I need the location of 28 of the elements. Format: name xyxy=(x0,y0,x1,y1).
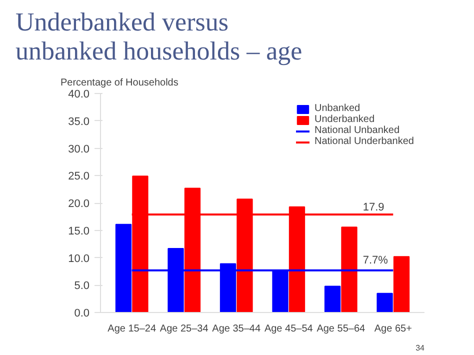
legend-label: National Underbanked xyxy=(314,136,414,147)
bar xyxy=(393,256,410,312)
x-tick-label: Age 15–24 xyxy=(108,324,156,334)
x-tick-label: Age 25–34 xyxy=(160,324,209,334)
annotation: 7.7% xyxy=(362,254,388,266)
legend-label: Underbanked xyxy=(314,114,375,125)
x-tick-label: Age 55–64 xyxy=(316,324,366,334)
y-tick-label: 25.0 xyxy=(68,170,90,183)
y-tick-label: 40.0 xyxy=(68,88,90,100)
y-tick-label: 30.0 xyxy=(68,143,90,156)
legend-label: National Unbanked xyxy=(314,125,400,136)
text: 34 xyxy=(416,344,426,352)
annotation: 17.9 xyxy=(362,201,384,214)
y-axis-title: Percentage of Households xyxy=(60,78,178,88)
bar xyxy=(324,286,341,312)
bar xyxy=(376,292,393,312)
chart-title: Underbanked versus unbanked households – age xyxy=(16,8,302,66)
y-tick-label: 10.0 xyxy=(68,252,90,265)
x-tick-label: Age 45–54 xyxy=(264,324,314,334)
y-tick-label: 20.0 xyxy=(68,198,90,210)
y-tick-label: 0.0 xyxy=(74,308,90,320)
y-tick-label: 35.0 xyxy=(68,116,90,128)
legend-label: Unbanked xyxy=(314,103,360,114)
bar xyxy=(341,226,358,312)
y-tick-label: 15.0 xyxy=(68,225,90,238)
y-tick-label: 5.0 xyxy=(74,280,90,292)
x-tick-label: Age 65+ xyxy=(374,324,412,334)
x-tick-label: Age 35–44 xyxy=(212,324,261,334)
